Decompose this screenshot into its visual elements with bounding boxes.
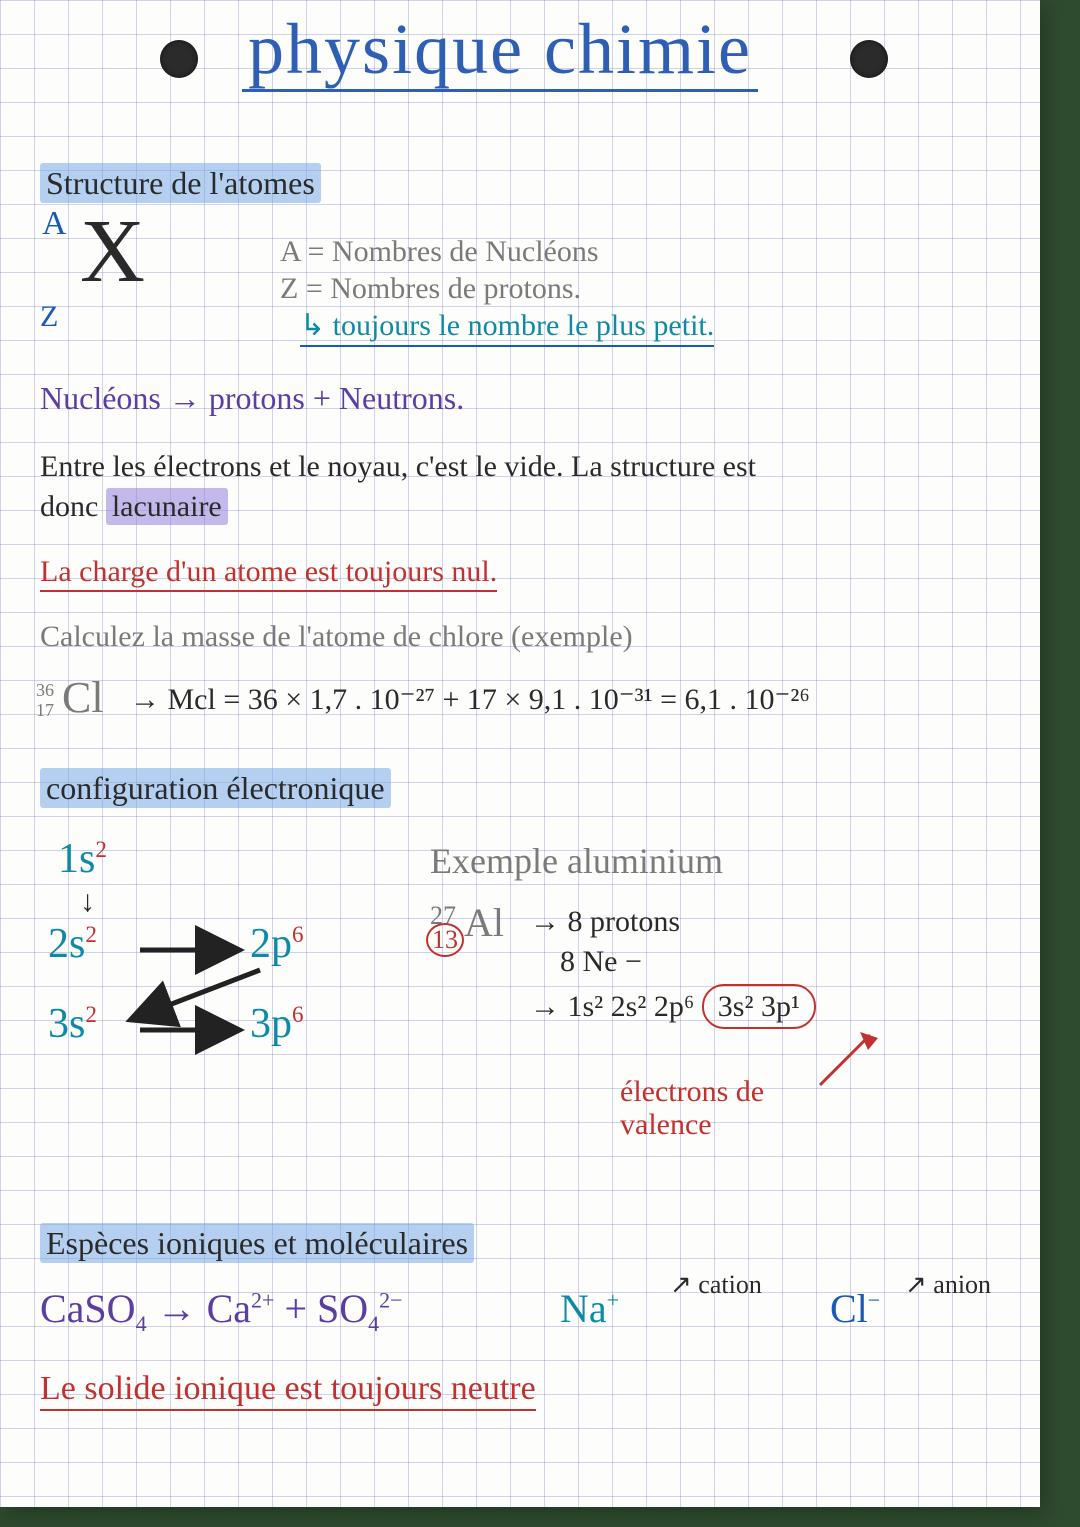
mass-equation-text: Mcl = 36 × 1,7 . 10⁻²⁷ + 17 × 9,1 . 10⁻³… [168, 683, 810, 716]
section1-heading: Structure de l'atomes [40, 165, 321, 202]
mass-equation: → Mcl = 36 × 1,7 . 10⁻²⁷ + 17 × 9,1 . 10… [130, 682, 810, 717]
al-config: → 1s² 2s² 2p⁶ 3s² 3p¹ [530, 990, 816, 1024]
section1-heading-text: Structure de l'atomes [40, 163, 321, 203]
ionic-rule-text: Le solide ionique est toujours neutre [40, 1370, 536, 1411]
ionic-rule: Le solide ionique est toujours neutre [40, 1370, 960, 1408]
al-symbol: Al [464, 899, 504, 946]
atomic-number-label: Z [40, 300, 58, 334]
section3-heading: Espèces ioniques et moléculaires [40, 1225, 474, 1262]
section2-heading-text: configuration électronique [40, 768, 391, 808]
cl-Z: 17 [36, 700, 54, 721]
page-title: physique chimie [0, 8, 1000, 91]
def-note: ↳ toujours le nombre le plus petit. [300, 308, 714, 347]
sodium-cation: Na+ [560, 1285, 619, 1332]
example-title: Exemple aluminium [430, 840, 723, 882]
al-config-valence: 3s² 3p¹ [702, 984, 816, 1029]
nucleons-line: Nucléons → protons + Neutrons. [40, 380, 960, 417]
cation-label-text: cation [698, 1270, 762, 1299]
lacunaire-prefix: donc [40, 490, 98, 523]
al-config-core: → 1s² 2s² 2p⁶ [530, 990, 694, 1023]
def-A: A = Nombres de Nucléons [280, 235, 599, 269]
charge-rule-text: La charge d'un atome est toujours nul. [40, 555, 497, 592]
al-Z: 13 [426, 923, 464, 957]
lacunaire-line2: donc lacunaire [40, 490, 960, 524]
mass-number-label: A [42, 205, 67, 243]
lacunaire-word: lacunaire [106, 488, 228, 525]
element-symbol: X [80, 200, 145, 303]
notebook-page: physique chimie Structure de l'atomes A … [0, 0, 1040, 1507]
valence-arrow-icon [760, 1030, 910, 1100]
cl-A: 36 [36, 680, 54, 701]
anion-label: ↗ anion [905, 1270, 991, 1300]
al-line2: 8 Ne − [560, 945, 642, 979]
anion-label-text: anion [933, 1270, 991, 1299]
section2-heading: configuration électronique [40, 770, 391, 807]
al-line1: → 8 protons [530, 905, 680, 939]
config-arrows [40, 830, 370, 1060]
mass-question: Calculez la masse de l'atome de chlore (… [40, 620, 960, 654]
def-Z: Z = Nombres de protons. [280, 272, 581, 306]
section3-heading-text: Espèces ioniques et moléculaires [40, 1223, 474, 1263]
cl-symbol: Cl [62, 672, 104, 723]
page-title-text: physique chimie [242, 9, 758, 92]
charge-rule: La charge d'un atome est toujours nul. [40, 555, 960, 589]
cation-label: ↗ cation [670, 1270, 762, 1300]
ionic-equation: CaSO4 → Ca2+ + SO42− [40, 1285, 403, 1337]
lacunaire-line1: Entre les électrons et le noyau, c'est l… [40, 450, 960, 484]
chloride-anion: Cl− [830, 1285, 880, 1332]
valence-label: électrons de valence [620, 1075, 764, 1141]
